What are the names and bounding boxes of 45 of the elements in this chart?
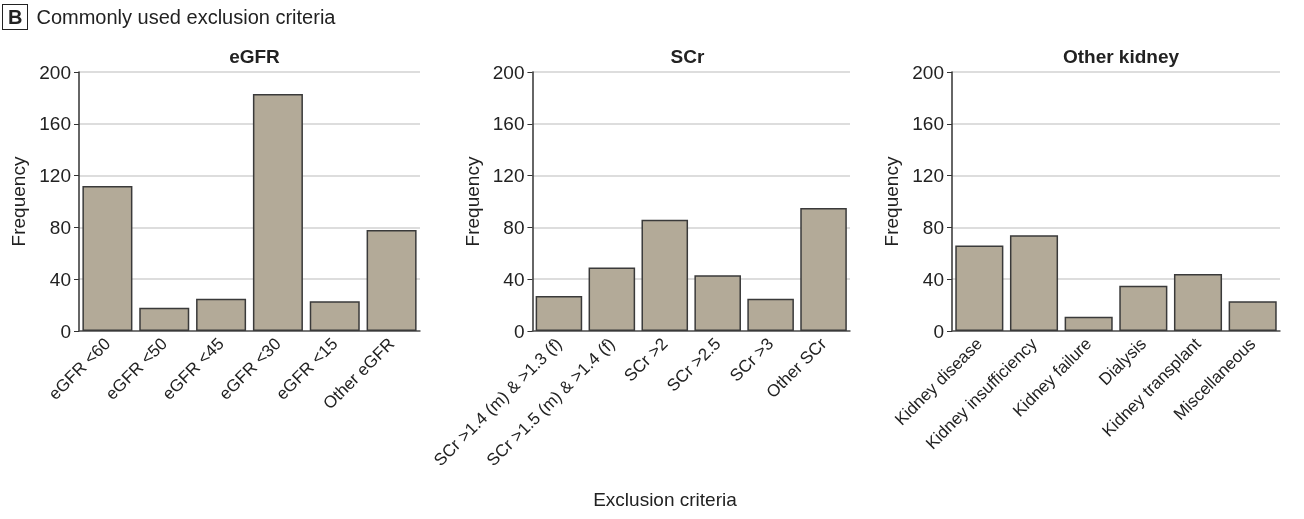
y-tick-label: 120 [39,165,71,187]
bar [252,94,303,331]
y-tick-label: 80 [503,216,525,238]
y-tick-label: 80 [49,216,71,238]
bar [1228,301,1277,331]
bar [955,245,1004,331]
bar [309,301,360,331]
bar [1173,274,1223,331]
bar [139,307,190,331]
y-tick-label: 120 [912,165,944,187]
text: Commonly used exclusion criteria [36,5,336,29]
y-tick-label: 40 [922,268,944,290]
y-tick-label: 200 [492,61,525,83]
y-axis-title: Frequency [881,156,903,247]
bar [694,275,741,331]
y-tick-label: 80 [922,216,944,238]
chart-title: Other kidney [1062,46,1180,67]
bar [82,185,133,331]
y-tick-label: 160 [912,113,944,135]
bar [747,298,794,331]
chart-title: eGFR [229,46,281,67]
bar [588,267,636,331]
y-tick-label: 120 [492,165,525,187]
y-tick-label: 200 [912,61,944,83]
bar [1009,235,1059,331]
text: B [2,4,29,30]
bar [535,296,583,331]
y-tick-label: 40 [49,268,71,290]
y-axis-title: Frequency [461,156,483,247]
bar [196,298,247,331]
bar [1064,316,1113,331]
chart-title: SCr [670,46,705,67]
bar [1119,285,1168,331]
bar [366,229,417,331]
y-tick-label: 200 [39,61,71,83]
y-tick-label: 0 [60,320,71,342]
y-tick-label: 160 [39,113,71,135]
x-axis-title: Exclusion criteria [592,489,738,511]
y-tick-label: 40 [503,268,525,290]
y-tick-label: 160 [492,113,525,135]
y-tick-label: 0 [513,320,525,342]
y-axis-title: Frequency [8,156,30,247]
bar [641,219,689,331]
bar [800,207,847,331]
y-tick-label: 0 [933,320,944,342]
